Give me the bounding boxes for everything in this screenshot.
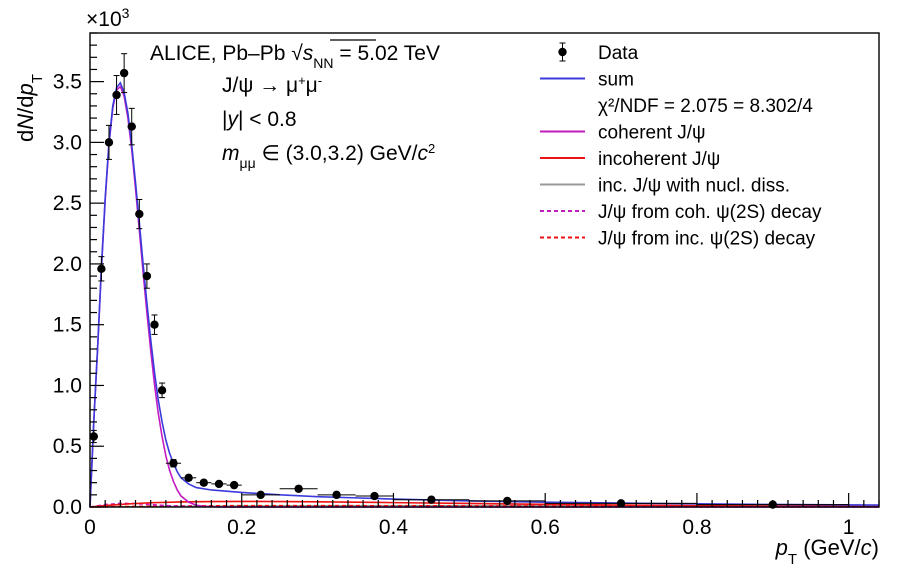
data-point bbox=[469, 496, 546, 506]
legend-entry: inc. J/ψ with nucl. diss. bbox=[540, 176, 790, 197]
data-marker bbox=[503, 496, 512, 506]
data-point bbox=[241, 490, 280, 500]
legend-label: sum bbox=[598, 70, 634, 91]
y-tick-label: 1.0 bbox=[53, 374, 82, 397]
annotation-line3: |y| < 0.8 bbox=[222, 108, 297, 131]
x-tick-label: 0.2 bbox=[227, 516, 256, 539]
data-marker bbox=[127, 122, 136, 131]
data-marker bbox=[427, 495, 436, 504]
y-tick-label: 0.0 bbox=[53, 496, 82, 519]
data-point bbox=[112, 75, 121, 115]
data-point bbox=[226, 480, 242, 490]
x-tick-label: 0 bbox=[84, 516, 96, 539]
y-tick-label: 2.0 bbox=[53, 253, 82, 276]
data-marker bbox=[112, 90, 121, 100]
legend-label: incoherent J/ψ bbox=[598, 149, 720, 170]
data-marker bbox=[199, 478, 208, 487]
y-axis: 0.0 0.5 1.0 1.5 2.0 2.5 3.0 3.5 bbox=[53, 32, 104, 519]
data-marker bbox=[97, 264, 106, 273]
x-axis: 0 0.2 0.4 0.6 0.8 1 bbox=[84, 493, 880, 539]
data-marker bbox=[332, 490, 341, 500]
data-point bbox=[317, 490, 356, 500]
x-tick-label: 1 bbox=[843, 516, 855, 539]
data-point bbox=[135, 199, 144, 230]
y-tick-label: 1.5 bbox=[53, 314, 82, 337]
data-point bbox=[150, 314, 159, 335]
annotation-line2: J/ψ → μ+μ- bbox=[222, 73, 322, 98]
data-point bbox=[393, 495, 470, 504]
y-tick-label: 2.5 bbox=[53, 192, 82, 215]
data-point bbox=[355, 491, 394, 501]
legend-label: inc. J/ψ with nucl. diss. bbox=[598, 176, 790, 197]
legend-entry: Data bbox=[558, 42, 639, 64]
x-tick-label: 0.4 bbox=[379, 516, 409, 539]
data-marker bbox=[169, 459, 178, 468]
legend-label: J/ψ from coh. ψ(2S) decay bbox=[598, 202, 822, 223]
data-point bbox=[104, 124, 114, 160]
legend-entry: incoherent J/ψ bbox=[540, 149, 720, 170]
legend-entry: coherent J/ψ bbox=[540, 123, 706, 144]
data-marker bbox=[157, 386, 167, 395]
data-point bbox=[181, 473, 197, 483]
data-points bbox=[89, 53, 849, 509]
data-point bbox=[119, 53, 129, 94]
data-marker bbox=[150, 320, 159, 329]
x-tick-label: 0.8 bbox=[682, 516, 711, 539]
y-tick-label: 3.5 bbox=[53, 71, 82, 94]
data-marker bbox=[184, 473, 193, 483]
legend-label: J/ψ from inc. ψ(2S) decay bbox=[598, 229, 816, 250]
data-marker bbox=[229, 480, 239, 490]
data-marker bbox=[256, 490, 265, 500]
legend-label: χ²/NDF = 2.075 = 8.302/4 bbox=[598, 96, 813, 117]
y-tick-label: 0.5 bbox=[53, 435, 82, 458]
data-point bbox=[196, 478, 212, 487]
sum-curve bbox=[89, 81, 880, 508]
data-marker bbox=[119, 68, 129, 78]
legend-entry: sum bbox=[540, 70, 634, 91]
data-marker bbox=[214, 479, 224, 489]
y-tick-label: 3.0 bbox=[53, 131, 82, 154]
data-point bbox=[165, 459, 182, 468]
legend-marker bbox=[558, 47, 567, 57]
legend-entry: J/ψ from coh. ψ(2S) decay bbox=[540, 202, 822, 223]
data-marker bbox=[104, 138, 114, 147]
data-marker bbox=[142, 271, 152, 281]
data-point bbox=[142, 263, 152, 289]
legend-label: Data bbox=[598, 43, 639, 64]
legend-entry: J/ψ from inc. ψ(2S) decay bbox=[540, 229, 816, 250]
legend-entry: χ²/NDF = 2.075 = 8.302/4 bbox=[598, 96, 813, 117]
data-marker bbox=[294, 484, 303, 493]
x-tick-label: 0.6 bbox=[531, 516, 560, 539]
data-point bbox=[127, 107, 136, 146]
legend: Data sum χ²/NDF = 2.075 = 8.302/4 coherent … bbox=[540, 42, 822, 250]
data-point bbox=[211, 479, 227, 489]
data-point bbox=[97, 256, 106, 282]
data-marker bbox=[370, 491, 379, 501]
legend-label: coherent J/ψ bbox=[598, 123, 706, 144]
data-marker bbox=[135, 209, 144, 219]
data-point bbox=[157, 382, 167, 399]
data-point bbox=[279, 484, 318, 493]
